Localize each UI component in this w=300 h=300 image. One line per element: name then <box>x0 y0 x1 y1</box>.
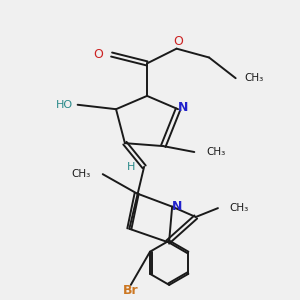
Text: O: O <box>93 48 103 61</box>
Text: Br: Br <box>123 284 139 297</box>
Text: N: N <box>178 101 189 114</box>
Text: CH₃: CH₃ <box>206 147 225 157</box>
Text: CH₃: CH₃ <box>72 169 91 179</box>
Text: CH₃: CH₃ <box>230 203 249 213</box>
Text: H: H <box>127 162 135 172</box>
Text: CH₃: CH₃ <box>244 73 264 83</box>
Text: O: O <box>173 35 183 48</box>
Text: HO: HO <box>56 100 73 110</box>
Text: N: N <box>172 200 183 213</box>
